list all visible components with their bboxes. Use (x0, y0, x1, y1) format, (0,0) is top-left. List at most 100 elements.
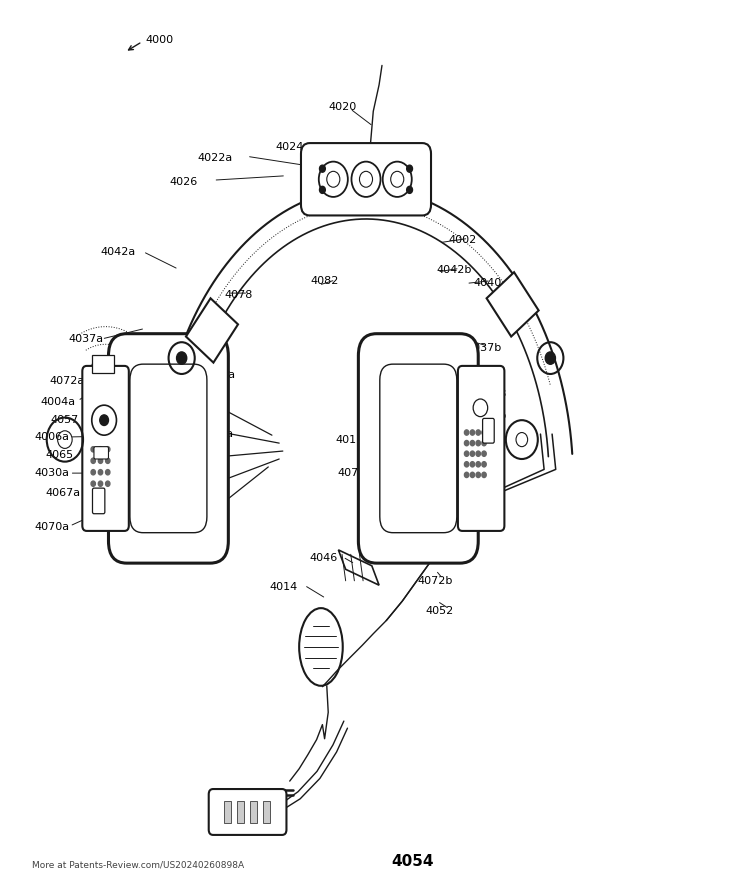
Text: 4074: 4074 (337, 468, 365, 478)
Bar (186, 298, 238, 362)
Text: 4040: 4040 (474, 278, 501, 288)
Circle shape (476, 451, 480, 456)
Circle shape (476, 472, 480, 478)
FancyBboxPatch shape (359, 334, 478, 563)
Text: 4044: 4044 (425, 556, 453, 566)
FancyBboxPatch shape (82, 366, 129, 531)
Text: 4012b: 4012b (335, 434, 370, 445)
Circle shape (476, 462, 480, 467)
Circle shape (470, 472, 474, 478)
Bar (250, 800, 257, 823)
Circle shape (91, 470, 95, 475)
Text: 4037a: 4037a (69, 334, 104, 344)
Text: 4057: 4057 (50, 416, 78, 425)
Circle shape (98, 458, 102, 464)
Circle shape (105, 458, 110, 464)
FancyBboxPatch shape (380, 364, 457, 533)
Text: 4055: 4055 (159, 358, 187, 368)
Circle shape (470, 440, 474, 446)
Text: 4022a: 4022a (198, 153, 233, 163)
Text: 4012a: 4012a (199, 429, 234, 440)
Circle shape (98, 447, 102, 452)
Text: 4020: 4020 (328, 102, 356, 112)
Circle shape (482, 472, 486, 478)
Circle shape (482, 430, 486, 435)
Text: 4016: 4016 (463, 510, 490, 519)
Circle shape (407, 186, 413, 194)
FancyBboxPatch shape (130, 364, 207, 533)
Circle shape (482, 451, 486, 456)
Circle shape (91, 458, 95, 464)
Text: 4042a: 4042a (101, 247, 136, 257)
Text: 4022b: 4022b (372, 153, 407, 163)
Text: 4002: 4002 (448, 235, 477, 245)
Circle shape (176, 352, 187, 364)
Circle shape (464, 472, 468, 478)
Text: 4028: 4028 (395, 180, 423, 190)
Circle shape (464, 462, 468, 467)
Bar (92, 355, 114, 373)
Text: 4067b: 4067b (463, 471, 498, 480)
Text: 4076: 4076 (359, 513, 387, 523)
Text: 4004a: 4004a (40, 397, 75, 407)
Text: 4072b: 4072b (417, 575, 453, 586)
Text: 4010a: 4010a (186, 389, 221, 399)
Circle shape (91, 447, 95, 452)
Circle shape (470, 430, 474, 435)
Text: 4004b: 4004b (471, 411, 507, 421)
Circle shape (98, 481, 102, 487)
Text: 4026: 4026 (170, 177, 198, 186)
Circle shape (464, 440, 468, 446)
Text: 4078: 4078 (224, 289, 253, 300)
FancyBboxPatch shape (209, 789, 286, 835)
Text: 4065: 4065 (45, 449, 74, 460)
Circle shape (470, 451, 474, 456)
Circle shape (100, 415, 108, 425)
Text: 4008a: 4008a (201, 370, 236, 380)
Text: 4070a: 4070a (34, 522, 70, 532)
FancyBboxPatch shape (92, 488, 105, 514)
Text: 4072a: 4072a (49, 377, 84, 386)
Circle shape (105, 470, 110, 475)
Circle shape (98, 470, 102, 475)
Bar (263, 800, 270, 823)
Circle shape (482, 440, 486, 446)
Circle shape (464, 451, 468, 456)
Text: 4030b: 4030b (463, 448, 498, 459)
Text: 4035: 4035 (198, 468, 225, 478)
Text: 4024: 4024 (276, 142, 305, 153)
Text: 4014: 4014 (269, 582, 298, 592)
FancyBboxPatch shape (108, 334, 228, 563)
Circle shape (482, 462, 486, 467)
Circle shape (476, 440, 480, 446)
FancyBboxPatch shape (482, 418, 494, 443)
FancyBboxPatch shape (458, 366, 504, 531)
Circle shape (407, 165, 413, 172)
Bar (236, 800, 244, 823)
Text: 4030a: 4030a (34, 468, 70, 478)
Text: 4070b: 4070b (463, 490, 498, 500)
FancyBboxPatch shape (301, 143, 431, 216)
Bar (487, 273, 539, 337)
Text: 4050: 4050 (193, 492, 221, 502)
Circle shape (470, 462, 474, 467)
Circle shape (476, 430, 480, 435)
Text: 4010b: 4010b (376, 390, 411, 400)
Text: 4080: 4080 (198, 448, 225, 459)
Text: 4006a: 4006a (34, 432, 70, 442)
Text: 4067a: 4067a (45, 488, 81, 498)
Circle shape (319, 186, 325, 194)
Text: 4060: 4060 (132, 526, 160, 535)
Text: 4052: 4052 (425, 606, 454, 615)
Text: 4046: 4046 (310, 553, 337, 563)
Text: 4054: 4054 (392, 854, 434, 869)
Text: 4042b: 4042b (436, 266, 472, 275)
Text: 4000: 4000 (146, 35, 174, 44)
Text: More at Patents-Review.com/US20240260898A: More at Patents-Review.com/US20240260898… (31, 860, 244, 869)
Circle shape (319, 165, 325, 172)
Text: 4048: 4048 (479, 389, 507, 399)
Bar (223, 800, 231, 823)
Circle shape (105, 481, 110, 487)
FancyBboxPatch shape (94, 447, 108, 459)
Circle shape (91, 481, 95, 487)
